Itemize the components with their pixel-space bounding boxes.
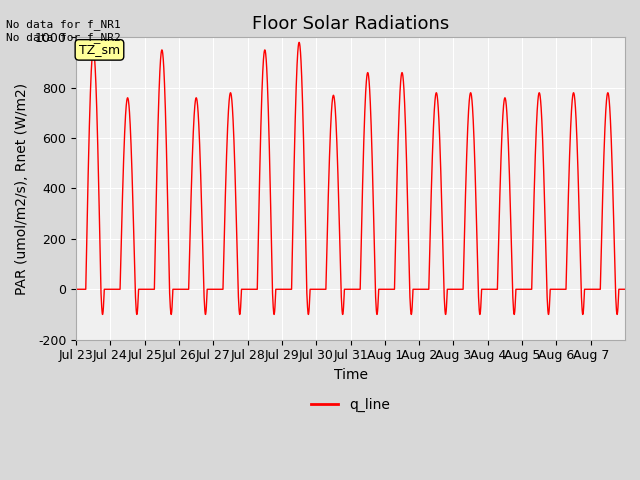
Legend: q_line: q_line — [305, 392, 396, 418]
Text: TZ_sm: TZ_sm — [79, 43, 120, 56]
Title: Floor Solar Radiations: Floor Solar Radiations — [252, 15, 449, 33]
X-axis label: Time: Time — [333, 368, 367, 382]
Text: No data for f_NR1
No data for f_NR2: No data for f_NR1 No data for f_NR2 — [6, 19, 121, 43]
Y-axis label: PAR (umol/m2/s), Rnet (W/m2): PAR (umol/m2/s), Rnet (W/m2) — [15, 83, 29, 295]
